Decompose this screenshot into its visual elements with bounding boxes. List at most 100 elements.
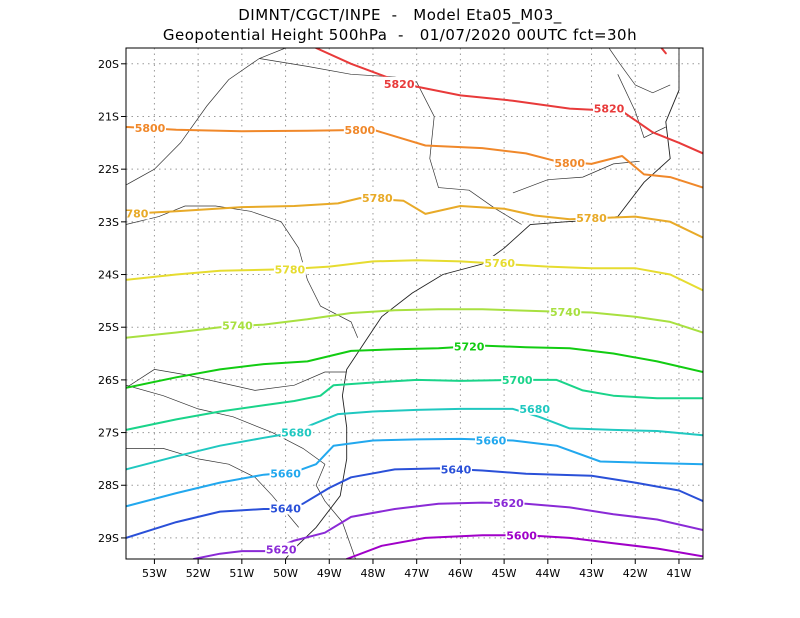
x-tick: 51W — [229, 559, 254, 580]
x-tick: 47W — [404, 559, 429, 580]
contour-label: 5600 — [506, 529, 537, 542]
y-tick: 24S — [98, 269, 126, 282]
contour-label: 5800 — [135, 122, 166, 135]
x-tick-label: 45W — [492, 567, 517, 580]
x-tick-label: 48W — [361, 567, 386, 580]
y-tick: 23S — [98, 216, 126, 229]
contour-label-bg — [440, 462, 473, 476]
contour-label-bg — [343, 123, 376, 137]
contour-5620 — [192, 501, 703, 559]
contour-5720 — [126, 344, 703, 389]
plot-frame — [125, 47, 704, 560]
contour-5660 — [126, 437, 703, 508]
x-tick: 52W — [186, 559, 211, 580]
contour-5800 — [126, 126, 703, 189]
contour-label-bg — [483, 255, 516, 269]
contour-label: 780 — [125, 207, 148, 220]
y-tick: 21S — [98, 110, 126, 123]
contour-label-bg — [265, 542, 298, 556]
contour-5680 — [126, 407, 703, 471]
y-tick-label: 25S — [98, 321, 119, 334]
y-axis: 20S 21S 22S 23S 24S 25S 26S 27S 28S 29S — [98, 58, 126, 545]
contour-label-bg — [221, 318, 254, 332]
contour-label-bg — [134, 121, 167, 135]
y-tick-label: 27S — [98, 427, 119, 440]
contour-label: 5640 — [441, 463, 472, 476]
state-border — [126, 369, 347, 391]
contour-label-bg — [453, 339, 486, 353]
contour-label: 5620 — [266, 544, 297, 557]
contour-label: 5660 — [270, 468, 301, 481]
contour-5780 — [126, 197, 703, 239]
contour-label-bg — [549, 304, 582, 318]
contour-label: 5640 — [270, 502, 301, 515]
contour-label: 5800 — [345, 124, 376, 137]
state-border — [512, 160, 640, 194]
contour-label: 5680 — [519, 403, 550, 416]
x-tick-label: 46W — [448, 567, 473, 580]
contour-labels: 5820 5820 5800 5800 5800 780 5780 5780 5780 5760 5… — [124, 76, 626, 557]
contour-label-bg — [575, 211, 608, 225]
x-tick-label: 41W — [667, 567, 692, 580]
x-tick-label: 52W — [186, 567, 211, 580]
map-boundaries — [126, 48, 680, 559]
contour-label-bg — [280, 425, 313, 439]
chart-title-line1: DIMNT/CGCT/INPE - Model Eta05_M03_ — [238, 6, 562, 24]
contour-label-bg — [361, 191, 394, 205]
contour-label: 5700 — [502, 374, 533, 387]
contour-label-bg — [593, 101, 626, 115]
contour-label: 5780 — [576, 212, 607, 225]
x-tick: 45W — [492, 559, 517, 580]
contour-5740 — [126, 308, 703, 339]
contour-label: 5820 — [594, 103, 625, 116]
y-tick: 29S — [98, 532, 126, 545]
contour-5760 — [126, 259, 703, 292]
chart-title-line2: Geopotential Height 500hPa - 01/07/2020 … — [162, 26, 638, 44]
contour-label: 5740 — [222, 320, 253, 333]
contour-label-bg — [501, 372, 534, 386]
state-border — [126, 384, 356, 559]
x-tick: 42W — [623, 559, 648, 580]
contour-5640 — [126, 467, 703, 539]
grid-lines — [126, 48, 703, 559]
y-tick-label: 26S — [98, 374, 119, 387]
x-tick: 53W — [142, 559, 167, 580]
x-tick: 49W — [317, 559, 342, 580]
contour-label-bg — [269, 501, 302, 515]
contour-label: 5800 — [554, 157, 585, 170]
x-tick: 48W — [361, 559, 386, 580]
contour-label-bg — [269, 466, 302, 480]
contour-label-bg — [383, 76, 416, 90]
contour-label-bg — [124, 206, 150, 220]
y-tick-label: 20S — [98, 58, 119, 71]
contour-label: 5760 — [484, 257, 515, 270]
x-axis: 53W 52W 51W 50W 49W 48W 47W 46W 45W 44W 43W 42W 41W — [142, 559, 692, 580]
y-tick-label: 24S — [98, 269, 119, 282]
y-tick: 20S — [98, 58, 126, 71]
contour-5700 — [126, 378, 703, 431]
contour-label-bg — [474, 433, 507, 447]
contour-label-bg — [505, 528, 538, 542]
x-tick: 50W — [273, 559, 298, 580]
x-tick: 41W — [667, 559, 692, 580]
state-border — [126, 48, 286, 186]
x-tick-label: 49W — [317, 567, 342, 580]
contour-label-bg — [492, 496, 525, 510]
y-tick: 28S — [98, 479, 126, 492]
contour-label: 5680 — [281, 427, 312, 440]
y-tick-label: 29S — [98, 532, 119, 545]
contour-5820 — [660, 48, 667, 55]
contour-label: 5780 — [275, 263, 306, 276]
y-tick: 27S — [98, 427, 126, 440]
contour-5820 — [315, 48, 703, 155]
x-tick: 43W — [579, 559, 604, 580]
y-tick-label: 22S — [98, 163, 119, 176]
x-tick-label: 47W — [404, 567, 429, 580]
state-border — [608, 48, 671, 94]
state-border — [126, 448, 299, 528]
contour-label-bg — [273, 262, 306, 276]
y-tick: 25S — [98, 321, 126, 334]
state-border — [126, 205, 359, 338]
y-tick: 26S — [98, 374, 126, 387]
